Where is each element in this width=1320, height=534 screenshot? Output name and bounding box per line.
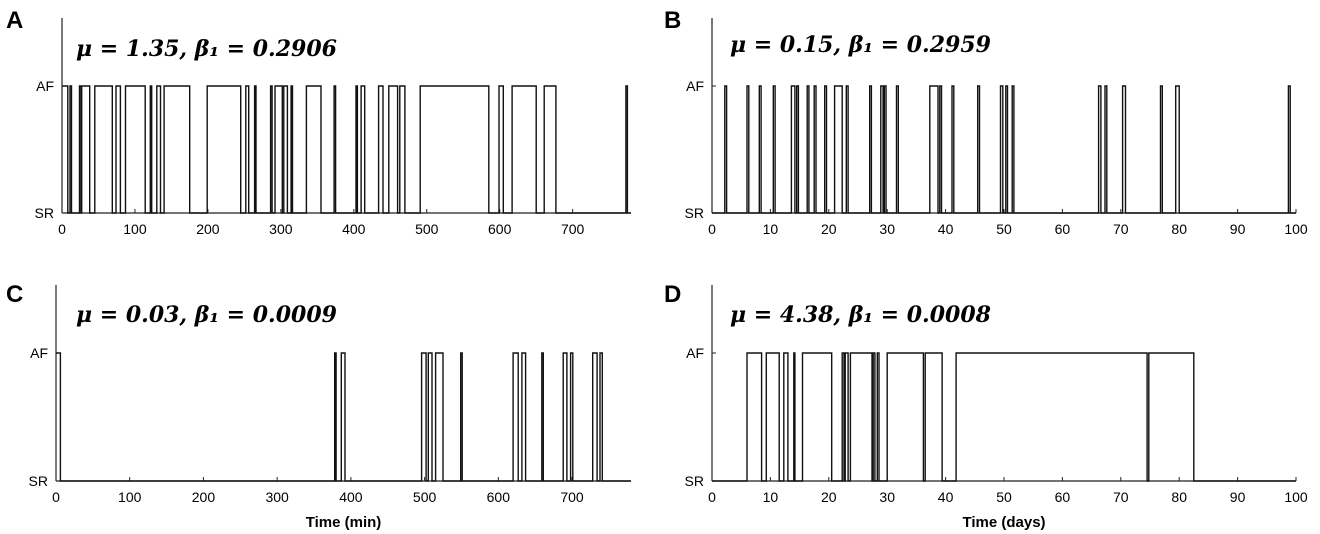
state-trace [56,352,631,482]
y-tick-label-af: AF [686,345,704,361]
x-tick-label: 100 [1284,221,1308,237]
x-axis-label: Time (days) [962,514,1045,531]
x-tick-label: 30 [879,221,895,237]
panel-d: Dμ = 4.38, β₁ = 0.0008 AF SR0 10 20 30 40 50 60 7… [664,281,1308,531]
panel-c: Cμ = 0.03, β₁ = 0.0009 AF SR0 100 200 300 400 5… [6,281,631,531]
af-episode [513,353,518,481]
x-tick-label: 0 [58,221,66,237]
af-episode [420,86,489,213]
af-episode [82,86,90,213]
x-tick-label: 600 [487,489,511,505]
af-episode [400,86,405,213]
af-episode [164,86,190,213]
af-episode [436,353,443,481]
af-episode [275,86,282,213]
x-tick-label: 0 [708,221,716,237]
x-tick-label: 40 [938,221,954,237]
x-tick-label: 400 [342,221,366,237]
af-episode [835,86,843,213]
y-tick-label-af: AF [36,78,54,94]
y-tick-label-sr: SR [29,473,48,489]
af-episode [956,353,1147,481]
parameter-annotation: μ = 4.38, β₁ = 0.0008 [730,302,991,328]
x-tick-label: 700 [560,489,584,505]
x-tick-label: 60 [1055,221,1071,237]
panel-letter: C [6,281,23,308]
x-tick-label: 200 [196,221,220,237]
x-tick-label: 100 [123,221,147,237]
af-episode [925,353,942,481]
panel-letter: D [664,281,681,308]
x-tick-label: 50 [996,489,1012,505]
x-tick-label: 30 [879,489,895,505]
af-episode [125,86,145,213]
x-tick-label: 700 [561,221,585,237]
x-tick-label: 10 [763,221,779,237]
x-tick-label: 500 [413,489,437,505]
af-episode [306,86,321,213]
af-episode [887,353,923,481]
y-tick-label-sr: SR [685,473,704,489]
x-tick-label: 0 [708,489,716,505]
x-tick-label: 70 [1113,489,1129,505]
x-tick-label: 10 [763,489,779,505]
panel-letter: B [664,7,681,34]
panel-a: Aμ = 1.35, β₁ = 0.2906 AF SR0 100 200 300 400 5… [6,7,631,237]
y-tick-label-af: AF [686,78,704,94]
af-episode [95,86,113,213]
x-tick-label: 300 [265,489,289,505]
state-trace [712,352,1296,482]
state-trace [712,85,1296,214]
x-tick-label: 80 [1171,489,1187,505]
x-tick-label: 600 [488,221,512,237]
x-tick-label: 300 [269,221,293,237]
x-tick-label: 0 [52,489,60,505]
y-tick-label-sr: SR [685,205,704,221]
af-episode [747,353,762,481]
panel-letter: A [6,7,23,34]
parameter-annotation: μ = 0.15, β₁ = 0.2959 [730,32,991,58]
y-tick-label-af: AF [30,345,48,361]
af-episode [1149,353,1194,481]
af-episode [766,353,779,481]
x-tick-label: 20 [821,489,837,505]
af-episode [930,86,938,213]
x-axis-label: Time (min) [306,514,382,531]
x-tick-label: 100 [1284,489,1308,505]
x-tick-label: 70 [1113,221,1129,237]
parameter-annotation: μ = 1.35, β₁ = 0.2906 [76,36,337,62]
x-tick-label: 20 [821,221,837,237]
af-episode [803,353,832,481]
x-tick-label: 90 [1230,221,1246,237]
af-episode [207,86,241,213]
parameter-annotation: μ = 0.03, β₁ = 0.0009 [76,302,337,328]
x-tick-label: 60 [1055,489,1071,505]
x-tick-label: 90 [1230,489,1246,505]
panel-b: Bμ = 0.15, β₁ = 0.2959 AF SR0 10 20 30 40 50 60 7… [664,7,1308,237]
af-episode [850,353,872,481]
af-episode [389,86,398,213]
x-tick-label: 80 [1171,221,1187,237]
af-episode [544,86,556,213]
af-episode [62,86,68,213]
state-trace [62,85,631,214]
x-tick-label: 400 [339,489,363,505]
x-tick-label: 500 [415,221,439,237]
af-episode [512,86,536,213]
x-tick-label: 200 [192,489,216,505]
x-tick-label: 50 [996,221,1012,237]
x-tick-label: 100 [118,489,142,505]
x-tick-label: 40 [938,489,954,505]
y-tick-label-sr: SR [35,205,54,221]
